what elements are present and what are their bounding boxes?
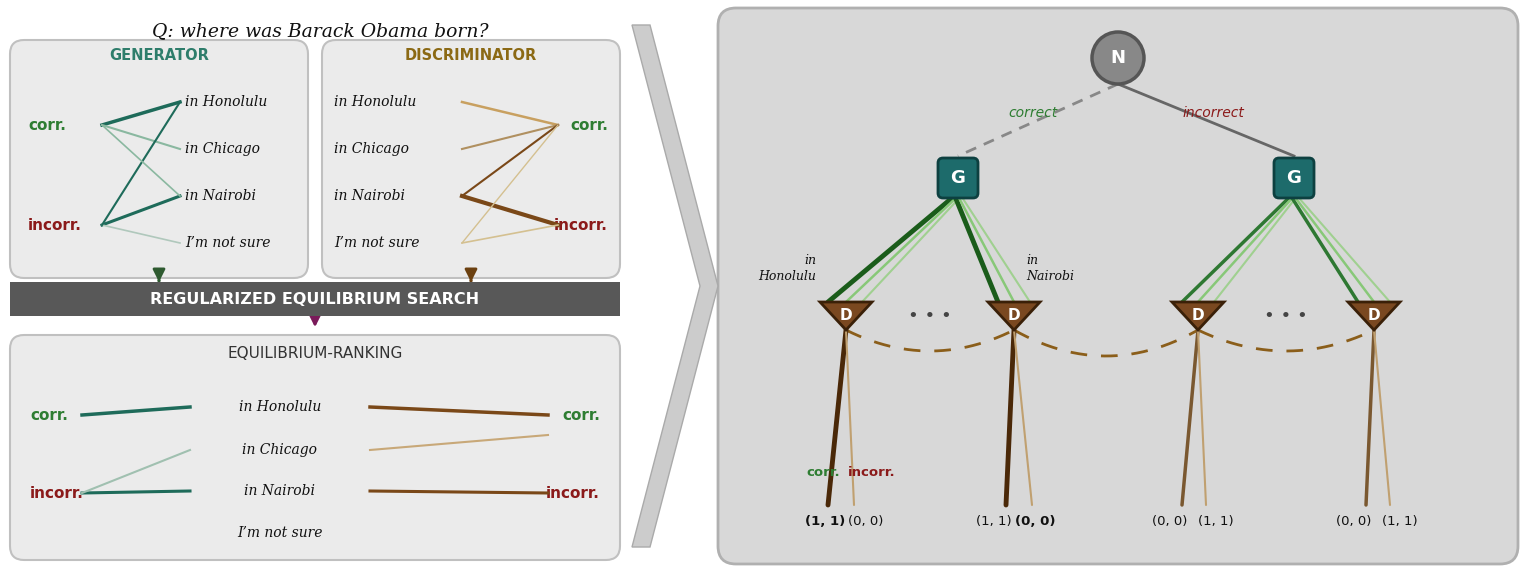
Text: (0, 0): (0, 0) <box>1015 515 1055 528</box>
Text: I’m not sure: I’m not sure <box>184 236 270 250</box>
Polygon shape <box>988 302 1039 330</box>
Text: incorr.: incorr. <box>555 217 608 232</box>
FancyBboxPatch shape <box>11 335 620 560</box>
Text: corr.: corr. <box>27 117 66 133</box>
Text: G: G <box>951 169 965 187</box>
Text: in
Nairobi: in Nairobi <box>1026 253 1074 283</box>
FancyBboxPatch shape <box>1274 158 1314 198</box>
FancyBboxPatch shape <box>11 40 308 278</box>
Text: in Chicago: in Chicago <box>334 142 408 156</box>
Text: D: D <box>1367 308 1381 324</box>
Text: • • •: • • • <box>1263 307 1308 325</box>
Text: Q: where was Barack Obama born?: Q: where was Barack Obama born? <box>152 22 488 40</box>
Text: (1, 1): (1, 1) <box>1198 515 1234 528</box>
Polygon shape <box>632 25 718 547</box>
Text: corr.: corr. <box>562 407 600 423</box>
Text: (1, 1): (1, 1) <box>805 515 846 528</box>
Bar <box>11 282 620 316</box>
Text: incorr.: incorr. <box>27 217 82 232</box>
Text: G: G <box>1286 169 1301 187</box>
Polygon shape <box>1172 302 1224 330</box>
Text: I’m not sure: I’m not sure <box>334 236 419 250</box>
Text: in Chicago: in Chicago <box>242 443 317 457</box>
Text: (0, 0): (0, 0) <box>1152 515 1187 528</box>
Text: in Nairobi: in Nairobi <box>334 189 405 203</box>
Text: incorr.: incorr. <box>30 486 84 500</box>
Text: incorr.: incorr. <box>546 486 600 500</box>
Text: (0, 0): (0, 0) <box>1337 515 1372 528</box>
Text: in Honolulu: in Honolulu <box>334 95 416 109</box>
Text: corr.: corr. <box>570 117 608 133</box>
Text: DISCRIMINATOR: DISCRIMINATOR <box>405 49 536 63</box>
Text: REGULARIZED EQUILIBRIUM SEARCH: REGULARIZED EQUILIBRIUM SEARCH <box>151 292 480 307</box>
Text: in
Honolulu: in Honolulu <box>757 253 815 283</box>
Text: EQUILIBRIUM-RANKING: EQUILIBRIUM-RANKING <box>227 345 402 360</box>
Text: D: D <box>840 308 852 324</box>
Text: in Nairobi: in Nairobi <box>244 484 315 498</box>
Text: in Chicago: in Chicago <box>184 142 261 156</box>
Text: in Honolulu: in Honolulu <box>239 400 322 414</box>
Text: corr.: corr. <box>806 467 840 479</box>
Text: (1, 1): (1, 1) <box>1382 515 1417 528</box>
Text: incorrect: incorrect <box>1183 106 1244 120</box>
Text: corr.: corr. <box>30 407 69 423</box>
Text: D: D <box>1192 308 1204 324</box>
Text: in Honolulu: in Honolulu <box>184 95 267 109</box>
Circle shape <box>1093 32 1145 84</box>
Text: GENERATOR: GENERATOR <box>110 49 209 63</box>
FancyBboxPatch shape <box>937 158 978 198</box>
Polygon shape <box>1349 302 1401 330</box>
Text: D: D <box>1007 308 1020 324</box>
Text: • • •: • • • <box>908 307 952 325</box>
FancyBboxPatch shape <box>322 40 620 278</box>
Text: I’m not sure: I’m not sure <box>238 526 323 540</box>
Text: N: N <box>1111 49 1126 67</box>
Text: (0, 0): (0, 0) <box>849 515 884 528</box>
Text: correct: correct <box>1009 106 1058 120</box>
Polygon shape <box>820 302 872 330</box>
Text: (1, 1): (1, 1) <box>977 515 1012 528</box>
FancyBboxPatch shape <box>718 8 1518 564</box>
Text: incorr.: incorr. <box>849 467 896 479</box>
Text: in Nairobi: in Nairobi <box>184 189 256 203</box>
